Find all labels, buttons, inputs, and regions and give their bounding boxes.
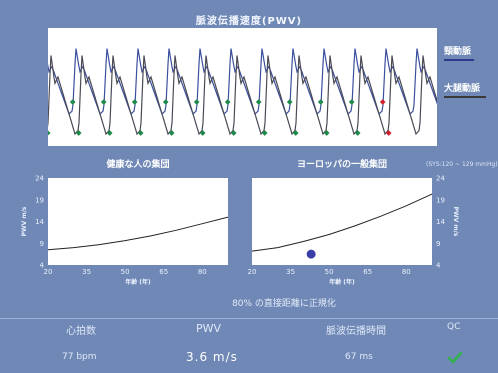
carotid-foot-marker bbox=[348, 99, 355, 105]
femoral-foot-marker bbox=[199, 130, 206, 136]
x-axis-label: 年齢 (年) bbox=[329, 278, 355, 286]
legend-femoral-line bbox=[444, 96, 486, 98]
carotid-foot-marker bbox=[100, 99, 107, 105]
x-tick-label: 80 bbox=[402, 268, 411, 276]
y-tick-label: 14 bbox=[436, 218, 445, 226]
chart-left-title: 健康な人の集団 bbox=[106, 160, 170, 170]
chart-plot-area bbox=[48, 178, 228, 265]
y-tick-label: 9 bbox=[40, 240, 44, 248]
normalize-note: 80% の直接距離に正規化 bbox=[232, 299, 336, 309]
carotid-foot-marker bbox=[193, 99, 200, 105]
carotid-foot-marker bbox=[69, 99, 76, 105]
femoral-foot-marker bbox=[44, 130, 51, 136]
x-tick-label: 65 bbox=[159, 268, 168, 276]
qc-label: QC bbox=[447, 322, 461, 332]
y-tick-label: 14 bbox=[35, 218, 44, 226]
pulse-transit-time-value: 67 ms bbox=[345, 352, 373, 362]
heart-rate-label: 心拍数 bbox=[66, 326, 96, 337]
carotid-foot-marker bbox=[286, 99, 293, 105]
reference-curve bbox=[47, 216, 229, 251]
y-tick-label: 4 bbox=[40, 262, 45, 270]
chart-right-title: ヨーロッパの一般集団 bbox=[296, 160, 387, 170]
reference-charts: 4 9 14 19 24 20 35 50 65 80 年齢 (年) PWV m/s 4 9 14 19 24 2… bbox=[21, 175, 459, 287]
x-tick-label: 20 bbox=[248, 268, 257, 276]
y-tick-label: 24 bbox=[35, 175, 44, 183]
x-tick-label: 65 bbox=[363, 268, 372, 276]
waveform-plot bbox=[37, 48, 448, 136]
x-tick-label: 80 bbox=[198, 268, 207, 276]
check-icon bbox=[447, 349, 463, 368]
x-tick-label: 20 bbox=[44, 268, 53, 276]
pulse-transit-time-label: 脈波伝播時間 bbox=[326, 326, 386, 337]
femoral-foot-marker bbox=[230, 130, 237, 136]
page-title: 脈波伝播速度(PWV) bbox=[195, 16, 303, 27]
carotid-foot-marker bbox=[379, 99, 386, 105]
y-axis-label: PWV m/s bbox=[452, 207, 459, 237]
x-tick-label: 50 bbox=[325, 268, 334, 276]
carotid-foot-marker bbox=[255, 99, 262, 105]
legend-carotid-line bbox=[444, 59, 474, 61]
heart-rate-value: 77 bpm bbox=[62, 352, 97, 362]
pwv-label: PWV bbox=[196, 322, 222, 335]
femoral-foot-marker bbox=[323, 130, 330, 136]
femoral-foot-marker bbox=[261, 130, 268, 136]
femoral-foot-marker bbox=[168, 130, 175, 136]
legend-carotid-label: 頸動脈 bbox=[444, 47, 472, 57]
carotid-foot-marker bbox=[162, 99, 169, 105]
divider bbox=[0, 318, 498, 319]
sys-note: (SYS:120 ~ 129 mmHg) bbox=[426, 161, 498, 168]
y-axis-label: PWV m/s bbox=[21, 206, 28, 236]
pwv-value: 3.6 m/s bbox=[186, 350, 238, 364]
femoral-foot-marker bbox=[385, 130, 392, 136]
y-tick-label: 19 bbox=[35, 196, 44, 204]
femoral-waveform bbox=[43, 55, 448, 136]
femoral-foot-marker bbox=[292, 130, 299, 136]
x-tick-label: 50 bbox=[121, 268, 130, 276]
y-tick-label: 24 bbox=[436, 175, 445, 183]
carotid-foot-marker bbox=[224, 99, 231, 105]
x-axis-label: 年齢 (年) bbox=[125, 278, 151, 286]
carotid-foot-marker bbox=[131, 99, 138, 105]
x-tick-label: 35 bbox=[82, 268, 91, 276]
y-tick-label: 19 bbox=[436, 196, 445, 204]
chart-plot-area bbox=[252, 178, 432, 265]
femoral-foot-marker bbox=[137, 130, 144, 136]
legend-femoral-label: 大腿動脈 bbox=[444, 84, 481, 94]
y-tick-label: 4 bbox=[436, 262, 441, 270]
y-tick-label: 9 bbox=[436, 240, 440, 248]
patient-point bbox=[306, 249, 316, 259]
femoral-foot-marker bbox=[75, 130, 82, 136]
reference-curve bbox=[251, 193, 433, 252]
carotid-foot-marker bbox=[317, 99, 324, 105]
x-tick-label: 35 bbox=[286, 268, 295, 276]
waveform-panel bbox=[37, 28, 448, 146]
femoral-foot-marker bbox=[354, 130, 361, 136]
femoral-foot-marker bbox=[106, 130, 113, 136]
